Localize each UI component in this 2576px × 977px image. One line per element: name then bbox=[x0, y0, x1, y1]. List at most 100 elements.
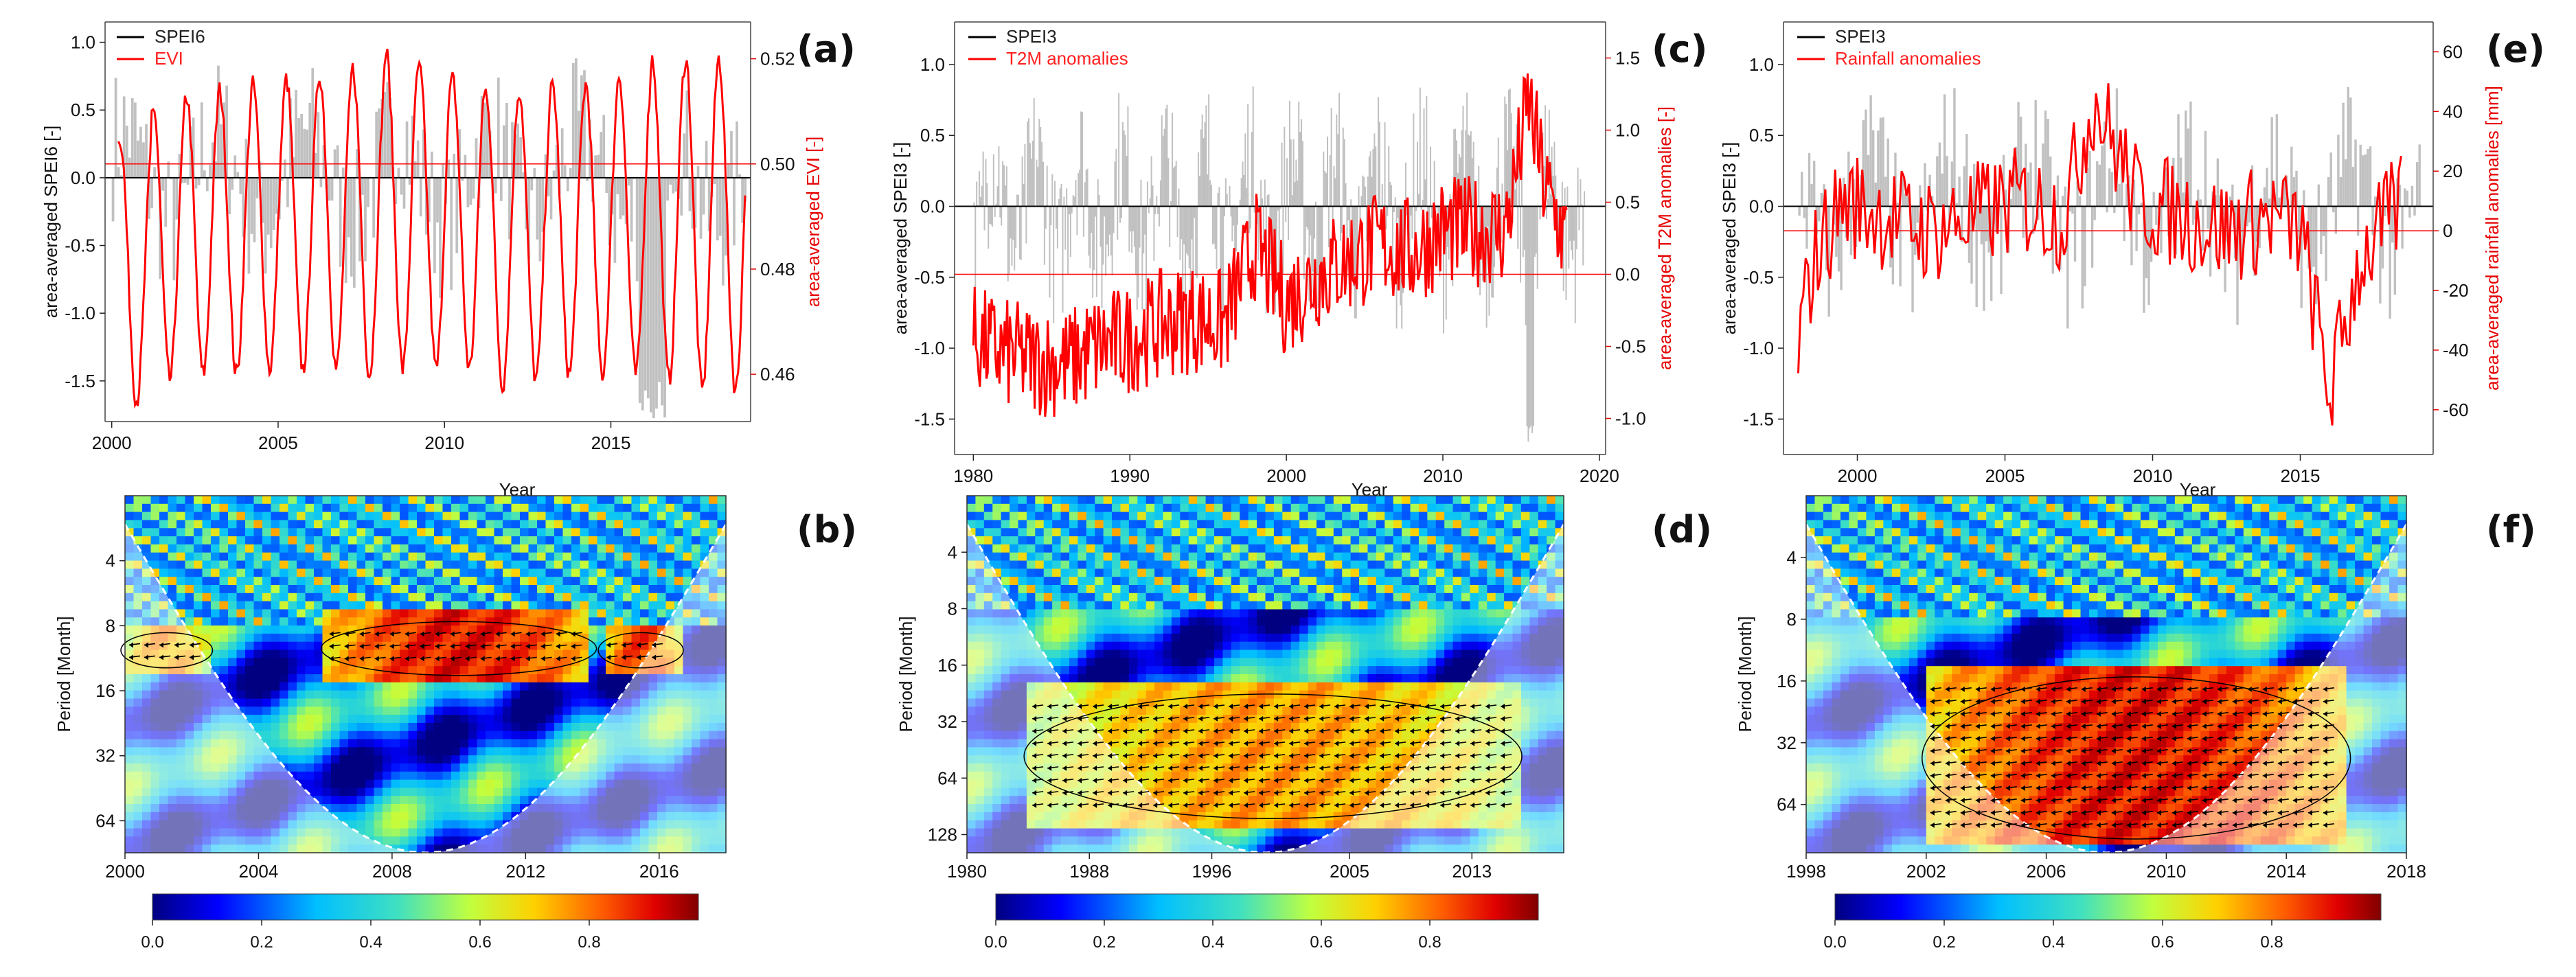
spei-bar bbox=[1337, 134, 1339, 207]
spei-bar bbox=[2160, 206, 2163, 253]
spei-bar bbox=[1530, 206, 1532, 426]
coherence-cell bbox=[606, 520, 615, 529]
coherence-cell bbox=[1248, 528, 1257, 537]
spei-bar bbox=[1422, 200, 1424, 207]
coherence-cell bbox=[692, 552, 701, 562]
coherence-cell bbox=[1222, 552, 1232, 562]
spei-bar bbox=[1896, 203, 1900, 207]
coherence-cell bbox=[365, 552, 375, 562]
coherence-cell bbox=[442, 682, 452, 691]
coherence-cell bbox=[288, 715, 297, 724]
spei-bar bbox=[1465, 130, 1467, 207]
coherence-cell bbox=[528, 739, 538, 748]
coherence-cell bbox=[339, 771, 349, 781]
spei-bar bbox=[1356, 206, 1358, 268]
coherence-cell bbox=[1231, 496, 1241, 505]
coherence-cell bbox=[528, 520, 538, 529]
spei-bar bbox=[189, 126, 192, 178]
coherence-cell bbox=[391, 682, 400, 691]
coherence-cell bbox=[1410, 552, 1420, 562]
spei-bar bbox=[1803, 206, 1806, 218]
coherence-cell bbox=[967, 512, 977, 521]
y-tick-label: 1.0 bbox=[920, 54, 945, 75]
coherence-cell bbox=[1316, 503, 1326, 513]
spei-bar bbox=[2418, 144, 2421, 207]
coherence-cell bbox=[219, 609, 229, 619]
coherence-cell bbox=[314, 763, 323, 772]
coherence-cell bbox=[245, 666, 255, 675]
coherence-cell bbox=[374, 828, 383, 838]
coherence-cell bbox=[150, 536, 160, 545]
coherence-cell bbox=[1180, 512, 1189, 521]
coherence-cell bbox=[417, 568, 426, 577]
coherence-cell bbox=[442, 763, 452, 772]
coherence-cell bbox=[356, 788, 366, 797]
spei-bar bbox=[1224, 178, 1227, 207]
coherence-cell bbox=[288, 536, 297, 545]
spei-bar bbox=[1546, 206, 1548, 220]
coherence-cell bbox=[383, 625, 392, 634]
coherence-cell bbox=[339, 812, 349, 821]
coherence-cell bbox=[674, 585, 684, 594]
coherence-cell bbox=[631, 544, 641, 553]
coherence-cell bbox=[434, 552, 444, 562]
coherence-cell bbox=[554, 633, 564, 643]
spei-bar bbox=[1574, 206, 1576, 323]
spei-bar bbox=[1104, 206, 1106, 217]
spei-bar bbox=[1025, 206, 1027, 244]
coherence-cell bbox=[305, 585, 315, 594]
spei-bar bbox=[1001, 206, 1003, 226]
coherence-cell bbox=[528, 650, 538, 659]
spei-bar bbox=[1140, 179, 1142, 207]
coherence-cell bbox=[1342, 512, 1352, 521]
coherence-cell bbox=[245, 690, 255, 700]
coherence-cell bbox=[1282, 536, 1292, 545]
coherence-cell bbox=[1180, 552, 1189, 562]
spei-bar bbox=[1088, 206, 1090, 256]
spei-bar bbox=[117, 167, 120, 178]
coherence-cell bbox=[674, 503, 684, 513]
coherence-cell bbox=[176, 577, 186, 586]
coherence-cell bbox=[442, 747, 452, 756]
coherence-cell bbox=[683, 552, 692, 562]
coherence-cell bbox=[486, 609, 495, 619]
coherence-cell bbox=[400, 731, 409, 740]
coherence-cell bbox=[648, 560, 658, 570]
coherence-cell bbox=[236, 617, 246, 626]
coherence-cell bbox=[451, 788, 461, 797]
spei-bar bbox=[1314, 201, 1317, 207]
coherence-cell bbox=[425, 585, 435, 594]
spei-bar bbox=[1798, 206, 1801, 216]
spei-bar bbox=[1352, 206, 1354, 221]
coherence-cell bbox=[580, 503, 589, 513]
coherence-cell bbox=[511, 788, 521, 797]
coherence-cell bbox=[314, 666, 323, 675]
coherence-cell bbox=[528, 625, 538, 634]
coherence-cell bbox=[486, 560, 495, 570]
coherence-cell bbox=[545, 536, 555, 545]
coherence-cell bbox=[1427, 544, 1437, 553]
coherence-cell bbox=[1001, 512, 1010, 521]
coherence-cell bbox=[331, 593, 341, 602]
coherence-cell bbox=[391, 496, 400, 505]
coherence-cell bbox=[1043, 544, 1053, 553]
spei-bar bbox=[996, 186, 999, 207]
coherence-cell bbox=[614, 641, 624, 651]
coherence-cell bbox=[1461, 520, 1471, 529]
coherence-cell bbox=[486, 496, 495, 505]
coherence-cell bbox=[339, 682, 349, 691]
coherence-cell bbox=[400, 641, 409, 651]
spei-bar bbox=[2143, 206, 2145, 313]
coherence-cell bbox=[1393, 496, 1402, 505]
coherence-cell bbox=[348, 552, 358, 562]
coherence-cell bbox=[1257, 496, 1266, 505]
coherence-cell bbox=[1299, 552, 1309, 562]
coherence-cell bbox=[391, 722, 400, 732]
coherence-cell bbox=[520, 788, 529, 797]
coherence-cell bbox=[1205, 528, 1215, 537]
spei-bar bbox=[192, 117, 195, 178]
spei-bar bbox=[2005, 189, 2007, 207]
coherence-cell bbox=[1154, 528, 1164, 537]
spei-bar bbox=[1085, 170, 1087, 207]
spei-bar bbox=[1218, 187, 1220, 207]
